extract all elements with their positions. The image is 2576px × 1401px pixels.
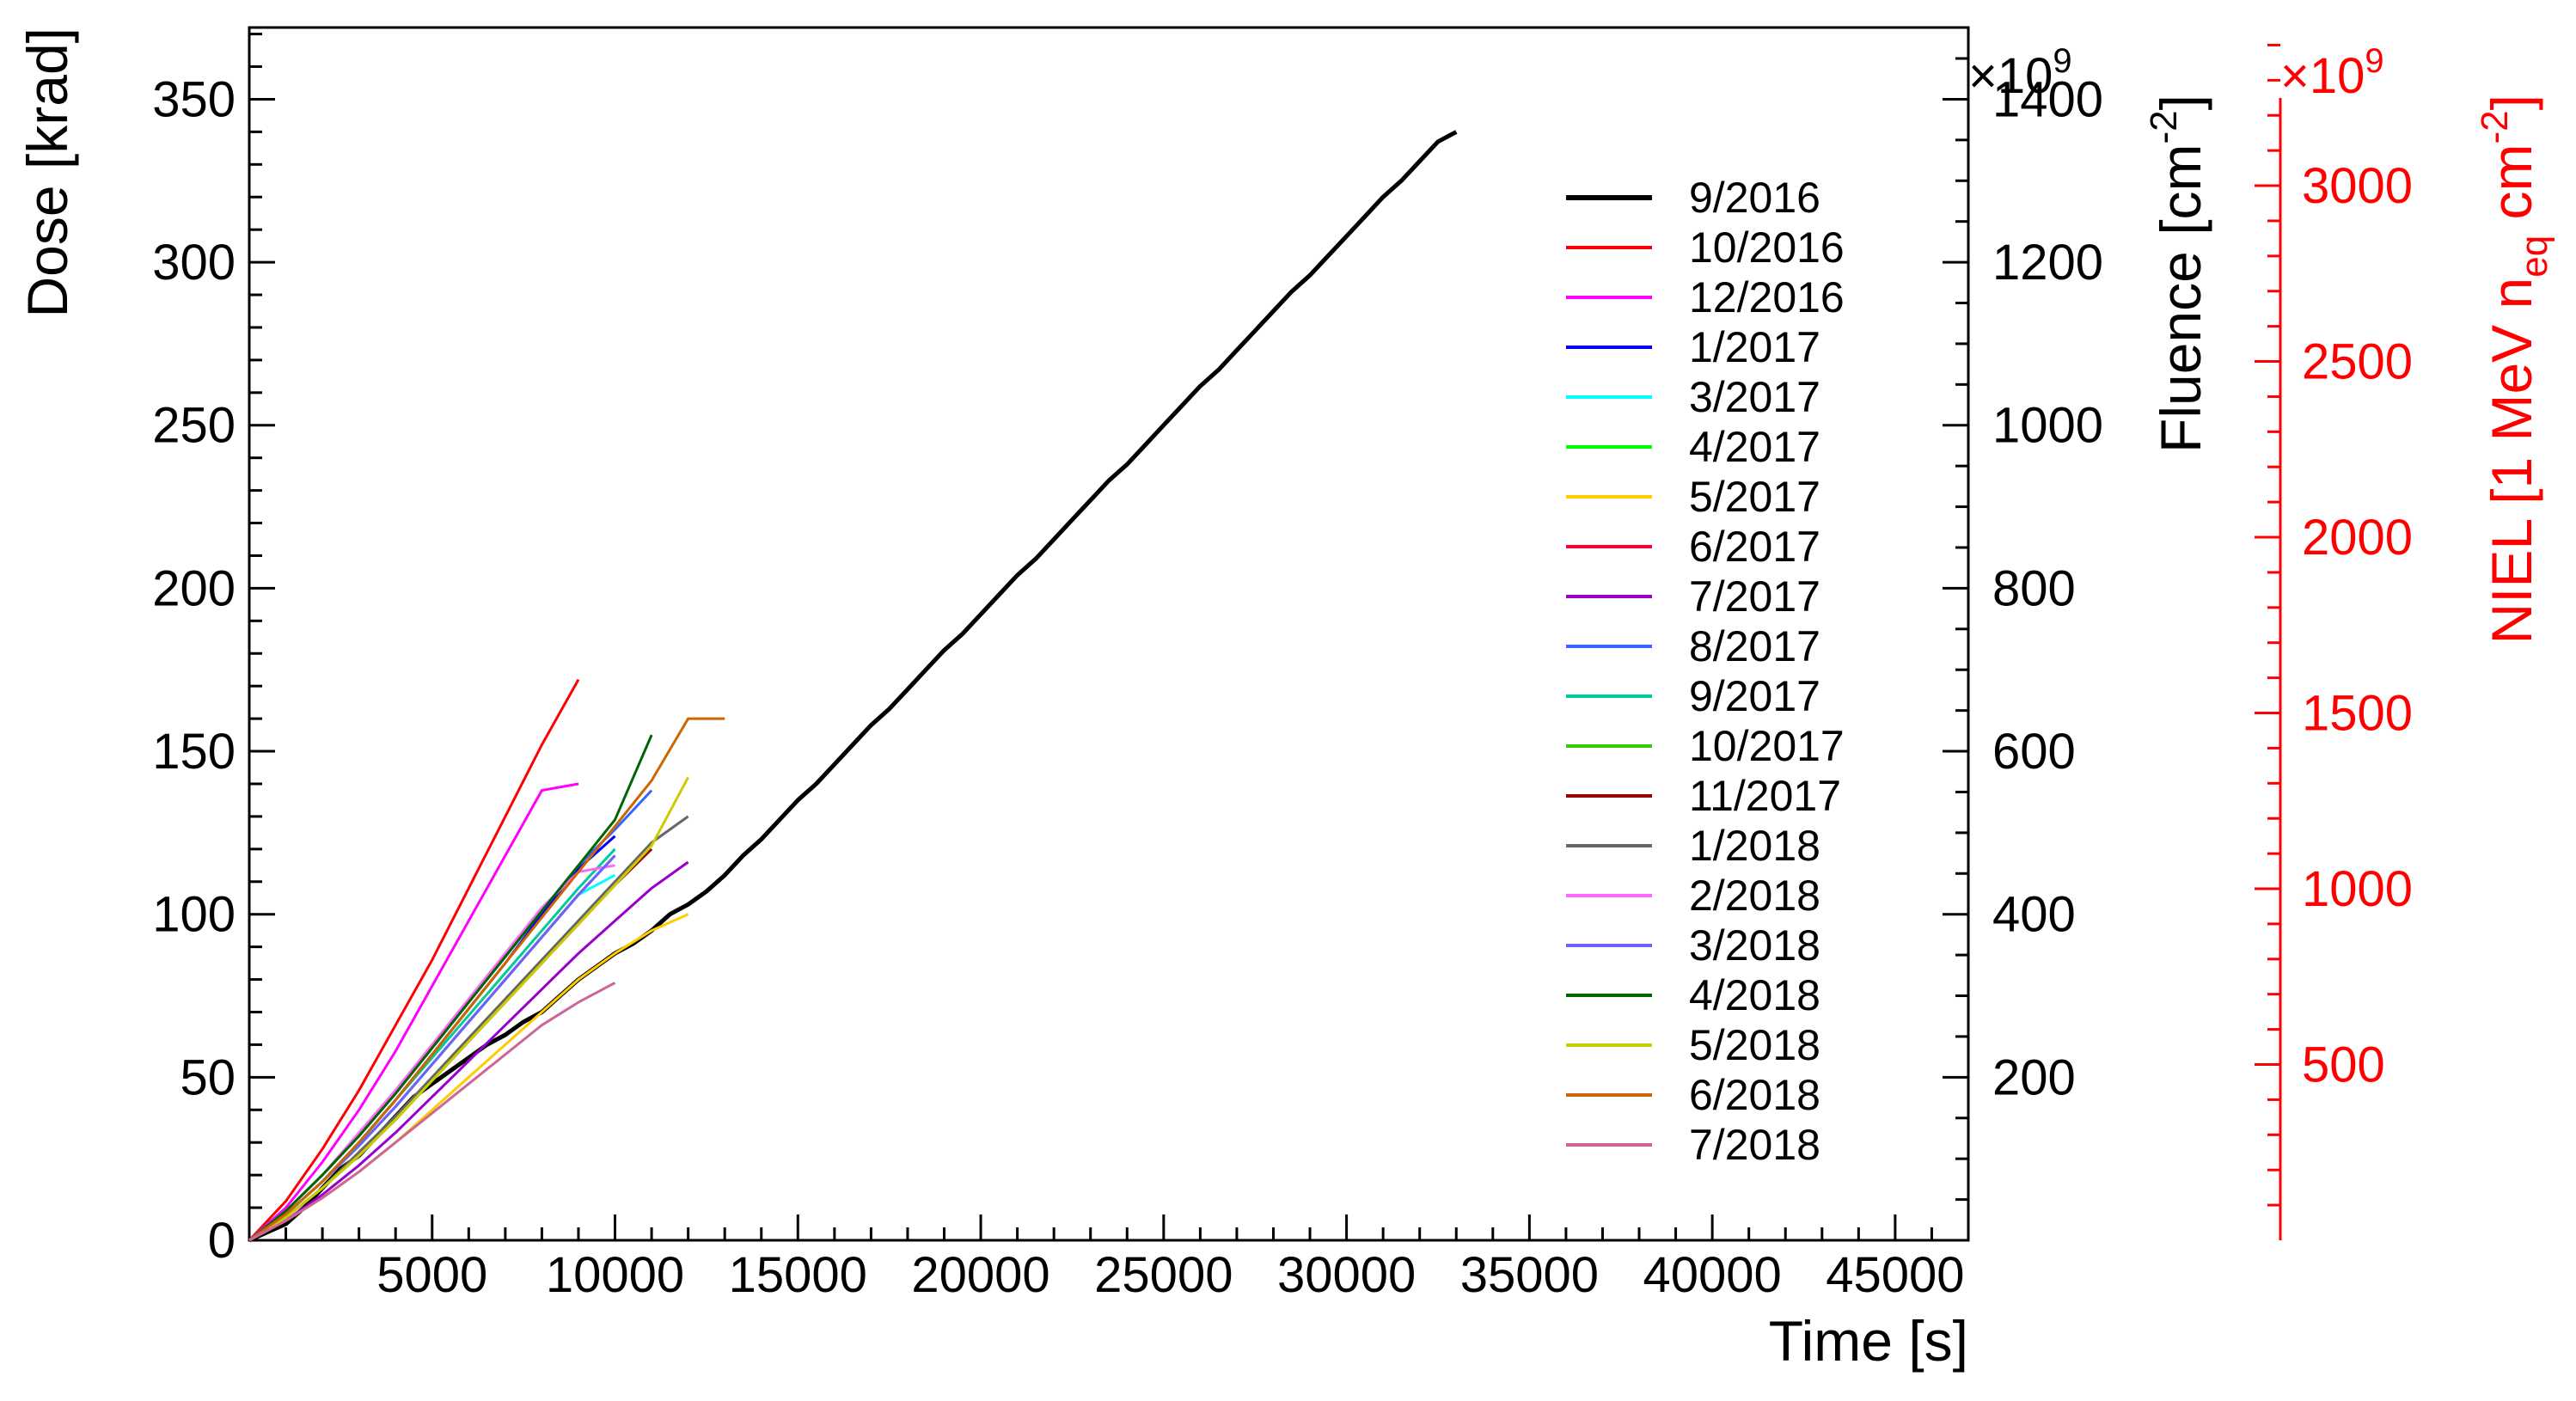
- legend-label: 6/2018: [1689, 1071, 1820, 1119]
- series-line-12-2016: [248, 782, 579, 1242]
- series-line-7-2017: [248, 860, 689, 1242]
- y-fluence-multiplier: ×109: [1968, 42, 2072, 104]
- y-fluence-tick-label: 600: [1992, 724, 2076, 780]
- legend-label: 12/2016: [1689, 273, 1845, 321]
- y-left-axis-title: Dose [krad]: [15, 28, 79, 317]
- series-line-1-2018: [248, 815, 689, 1242]
- series-line-6-2018: [248, 717, 725, 1242]
- legend-label: 7/2018: [1689, 1121, 1820, 1169]
- legend-label: 2/2018: [1689, 872, 1820, 920]
- legend-label: 1/2017: [1689, 323, 1820, 371]
- x-tick-label: 45000: [1826, 1247, 1964, 1303]
- x-axis-title: Time [s]: [1769, 1309, 1968, 1373]
- y-fluence-axis-title: Fluence [cm-2]: [2143, 95, 2212, 453]
- legend-label: 8/2017: [1689, 622, 1820, 670]
- legend: 9/201610/201612/20161/20173/20174/20175/…: [1566, 174, 1845, 1169]
- x-tick-label: 15000: [729, 1247, 867, 1303]
- plot-frame: [248, 26, 1970, 1242]
- legend-label: 9/2016: [1689, 174, 1820, 222]
- series-line-10-2016: [248, 678, 580, 1242]
- legend-label: 4/2018: [1689, 971, 1820, 1019]
- legend-label: 6/2017: [1689, 523, 1820, 571]
- legend-label: 3/2018: [1689, 921, 1820, 970]
- plot-area: [248, 26, 1970, 1242]
- y-fluence-tick-label: 200: [1992, 1049, 2076, 1105]
- y-niel-tick-label: 3000: [2302, 158, 2413, 214]
- y-fluence-tick-label: 400: [1992, 887, 2076, 943]
- y-fluence-tick-label: 800: [1992, 560, 2076, 616]
- legend-label: 5/2018: [1689, 1021, 1820, 1069]
- y-fluence-tick-label: 1000: [1992, 398, 2103, 454]
- y-left-tick-label: 150: [152, 724, 236, 780]
- legend-label: 1/2018: [1689, 822, 1820, 870]
- series-line-5-2018: [248, 776, 689, 1242]
- y-niel-tick-label: 1000: [2302, 861, 2413, 917]
- legend-label: 11/2017: [1689, 772, 1841, 820]
- y-niel-tick-label: 2000: [2302, 510, 2413, 566]
- y-left-tick-label: 100: [152, 887, 236, 943]
- y-left-tick-label: 300: [152, 235, 236, 291]
- y-niel-axis-title: NIEL [1 MeV neq cm-2]: [2474, 95, 2555, 645]
- y-left-tick-label: 250: [152, 398, 236, 454]
- series-layer: [248, 130, 1458, 1243]
- y-left-tick-label: 50: [180, 1049, 236, 1105]
- legend-label: 10/2017: [1689, 722, 1845, 770]
- x-tick-label: 25000: [1094, 1247, 1233, 1303]
- axes-layer: 5000 10000 15000 20000 25000 30000 35000 40000 4…: [15, 28, 2555, 1373]
- series-line-5-2017: [248, 913, 689, 1242]
- legend-label: 10/2016: [1689, 223, 1845, 272]
- x-tick-label: 35000: [1460, 1247, 1599, 1303]
- series-line-7-2018: [248, 982, 616, 1242]
- legend-label: 7/2017: [1689, 572, 1820, 621]
- y-niel-tick-label: 2500: [2302, 334, 2413, 390]
- y-left-tick-label: 200: [152, 560, 236, 616]
- x-tick-label: 30000: [1277, 1247, 1416, 1303]
- y-niel-tick-label: 1500: [2302, 686, 2413, 742]
- y-niel-tick-label: 500: [2302, 1037, 2385, 1093]
- x-tick-label: 10000: [546, 1247, 684, 1303]
- legend-label: 3/2017: [1689, 373, 1820, 421]
- y-left-tick-label: 350: [152, 71, 236, 127]
- series-line-9-2016: [248, 130, 1458, 1243]
- y-fluence-tick-label: 1200: [1992, 235, 2103, 291]
- y-fluence-tick-label: 1400: [1992, 71, 2103, 127]
- legend-label: 5/2017: [1689, 473, 1820, 521]
- y-niel-multiplier: ×109: [2280, 42, 2384, 104]
- y-left-tick-label: 0: [208, 1213, 236, 1269]
- x-tick-label: 5000: [376, 1247, 487, 1303]
- legend-label: 4/2017: [1689, 423, 1820, 471]
- series-line-4-2018: [248, 734, 653, 1242]
- legend-label: 9/2017: [1689, 672, 1820, 720]
- x-tick-label: 40000: [1643, 1247, 1781, 1303]
- x-tick-label: 20000: [911, 1247, 1049, 1303]
